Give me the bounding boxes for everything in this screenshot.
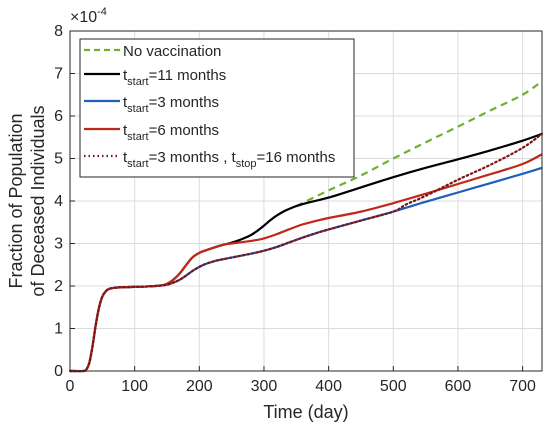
y-exponent-power: -4 — [97, 6, 107, 18]
x-tick-label: 400 — [315, 378, 342, 395]
legend-label-tstart-3: tstart=3 months — [123, 94, 219, 115]
y-axis-label-line1: Fraction of Population — [6, 113, 26, 288]
x-tick-label: 300 — [251, 378, 278, 395]
series-no-vaccination — [295, 80, 543, 208]
y-tick-label: 6 — [54, 108, 63, 125]
y-exponent-label: ×10-4 — [70, 6, 107, 26]
y-axis-label-line2: of Deceased Individuals — [28, 105, 48, 296]
legend-label-tstart-6: tstart=6 months — [123, 122, 219, 143]
x-tick-label: 200 — [186, 378, 213, 395]
x-tick-label: 600 — [445, 378, 472, 395]
y-tick-label: 8 — [54, 23, 63, 40]
legend-label-tstart-11: tstart=11 months — [123, 67, 226, 88]
legend-label-no-vaccination: No vaccination — [123, 43, 221, 60]
legend-box — [79, 38, 355, 178]
x-tick-label: 0 — [66, 378, 75, 395]
y-tick-label: 3 — [54, 236, 63, 253]
y-tick-label: 2 — [54, 278, 63, 295]
axis-ticks: 0 100 200 300 400 500 600 700 0 1 2 3 4 5 6 7 8 — [54, 23, 536, 395]
series-group — [68, 80, 544, 373]
x-axis-label: Time (day) — [263, 402, 348, 422]
y-tick-label: 4 — [54, 193, 63, 210]
legend: No vaccination tstart=11 months tstart=3… — [79, 38, 355, 178]
x-tick-label: 500 — [380, 378, 407, 395]
y-tick-label: 0 — [54, 363, 63, 380]
legend-label-tstart-3-tstop-16: tstart=3 months , tstop=16 months — [123, 149, 335, 170]
y-tick-label: 7 — [54, 66, 63, 83]
x-tick-label: 700 — [509, 378, 536, 395]
y-exponent-base: ×10 — [70, 9, 97, 26]
y-tick-label: 5 — [54, 151, 63, 168]
series-tstart-3-tstop-16 — [68, 132, 544, 373]
x-tick-label: 100 — [121, 378, 148, 395]
y-tick-label: 1 — [54, 321, 63, 338]
